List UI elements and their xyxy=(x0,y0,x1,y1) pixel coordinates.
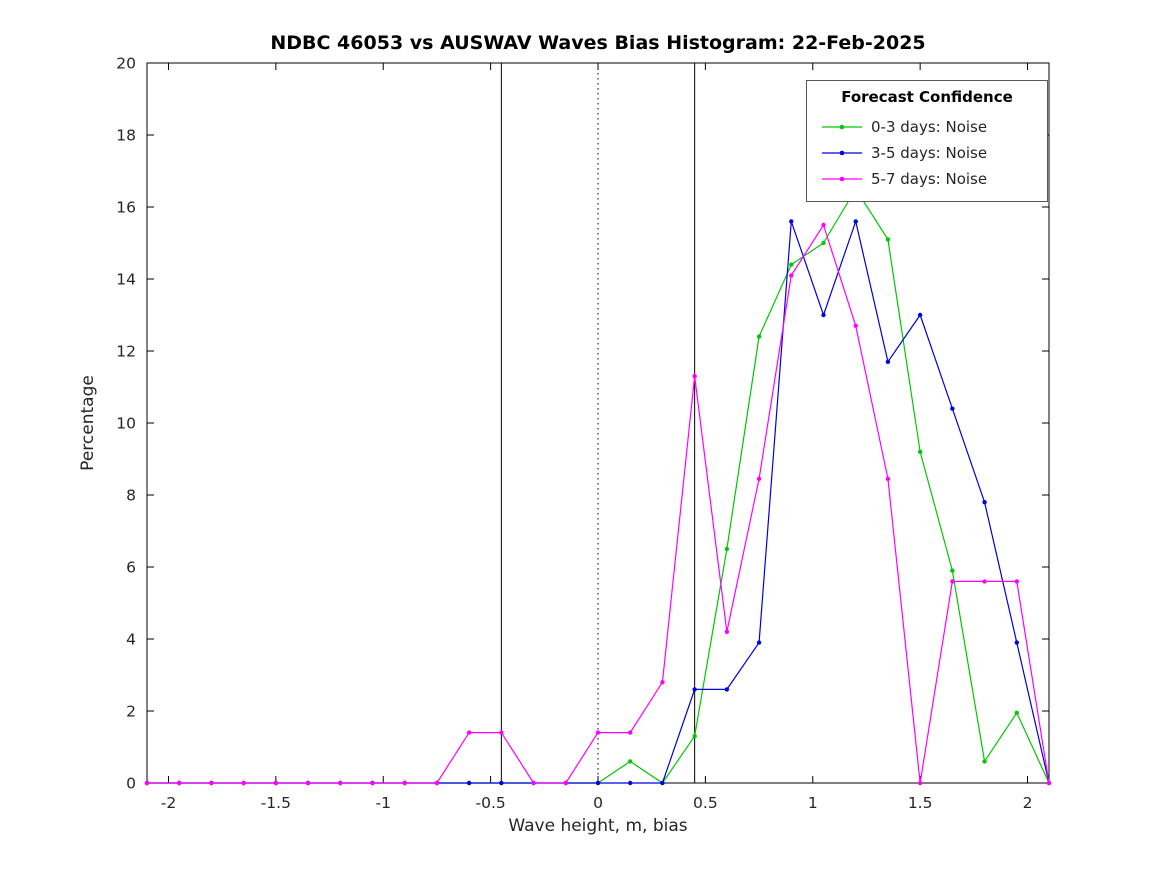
series-marker xyxy=(724,546,730,552)
legend-items: 0-3 days: Noise 3-5 days: Noise 5-7 days: … xyxy=(807,114,1047,192)
series-marker xyxy=(338,780,343,786)
series-marker xyxy=(305,780,311,786)
series-marker xyxy=(692,374,697,379)
legend-item: 3-5 days: Noise xyxy=(807,140,1047,166)
y-tick-label: 8 xyxy=(126,487,136,505)
series-marker xyxy=(563,780,568,786)
legend-item-label: 5-7 days: Noise xyxy=(871,170,988,188)
x-tick-label: -0.5 xyxy=(475,794,505,812)
series-marker xyxy=(853,323,858,328)
series-marker xyxy=(789,262,794,267)
series-marker xyxy=(950,579,955,584)
y-tick-label: 20 xyxy=(116,55,136,73)
series-marker xyxy=(434,780,440,786)
y-tick-label: 4 xyxy=(126,631,136,649)
legend-line-sample xyxy=(822,124,862,130)
series-marker xyxy=(144,780,150,786)
series-marker xyxy=(1014,710,1019,715)
series-marker xyxy=(402,780,407,786)
series-marker xyxy=(756,640,762,645)
series-marker xyxy=(1014,640,1019,645)
y-tick-label: 10 xyxy=(116,415,136,433)
series-marker xyxy=(885,359,891,364)
series-marker xyxy=(241,780,246,786)
series-marker xyxy=(821,222,826,228)
series-marker xyxy=(531,780,536,786)
y-tick-label: 2 xyxy=(126,703,136,721)
series-marker xyxy=(950,568,955,573)
series-marker xyxy=(499,780,504,786)
legend-line-sample xyxy=(822,176,862,182)
series-marker xyxy=(595,780,601,786)
x-tick-label: 1.5 xyxy=(908,794,933,812)
series-marker xyxy=(756,476,762,481)
legend-item-label: 0-3 days: Noise xyxy=(871,118,988,136)
series-marker xyxy=(982,500,987,505)
series-marker xyxy=(982,759,987,764)
series-marker xyxy=(821,312,826,318)
y-tick-label: 16 xyxy=(116,199,136,217)
x-tick-label: 2 xyxy=(1023,794,1033,812)
series-marker xyxy=(466,730,472,735)
legend-line-sample xyxy=(822,150,862,156)
y-tick-label: 0 xyxy=(126,775,136,793)
series-marker xyxy=(821,240,826,246)
series-marker xyxy=(1014,579,1019,584)
y-tick-label: 18 xyxy=(116,127,136,145)
series-marker xyxy=(499,730,504,735)
x-tick-label: 0.5 xyxy=(693,794,718,812)
series-marker xyxy=(370,780,375,786)
series-marker xyxy=(177,780,182,786)
series-marker xyxy=(950,406,955,411)
legend-item: 0-3 days: Noise xyxy=(807,114,1047,140)
series-marker xyxy=(917,312,923,318)
x-tick-label: -1 xyxy=(376,794,391,812)
y-tick-label: 12 xyxy=(116,343,136,361)
series-marker xyxy=(789,219,794,224)
series-marker xyxy=(853,219,858,224)
series-marker xyxy=(660,680,665,685)
series-marker xyxy=(1046,780,1052,786)
legend-item: 5-7 days: Noise xyxy=(807,166,1047,192)
x-axis-label: Wave height, m, bias xyxy=(508,816,688,836)
series-marker xyxy=(756,334,762,339)
y-tick-label: 14 xyxy=(116,271,136,289)
series-marker xyxy=(692,734,697,739)
series-marker xyxy=(692,687,697,692)
series-marker xyxy=(273,780,279,786)
x-tick-label: 1 xyxy=(808,794,818,812)
y-tick-label: 6 xyxy=(126,559,136,577)
legend-title: Forecast Confidence xyxy=(841,88,1013,106)
series-marker xyxy=(885,476,891,481)
x-tick-label: 0 xyxy=(593,794,603,812)
series-marker xyxy=(724,687,730,692)
series-marker xyxy=(628,759,633,764)
legend-item-label: 3-5 days: Noise xyxy=(871,144,988,162)
series-marker xyxy=(660,780,665,786)
chart-title: NDBC 46053 vs AUSWAV Waves Bias Histogra… xyxy=(270,32,926,54)
legend: Forecast Confidence 0-3 days: Noise 3-5 d… xyxy=(806,80,1048,202)
series-marker xyxy=(917,780,923,786)
x-tick-label: -2 xyxy=(161,794,176,812)
series-marker xyxy=(724,629,730,634)
series-marker xyxy=(982,579,987,584)
series-marker xyxy=(917,449,923,454)
series-marker xyxy=(789,273,794,278)
series-marker xyxy=(628,730,633,735)
x-tick-label: -1.5 xyxy=(261,794,291,812)
series-marker xyxy=(209,780,214,786)
series-marker xyxy=(595,730,601,735)
series-marker xyxy=(628,780,633,786)
series-marker xyxy=(885,237,891,242)
series-marker xyxy=(466,780,472,786)
